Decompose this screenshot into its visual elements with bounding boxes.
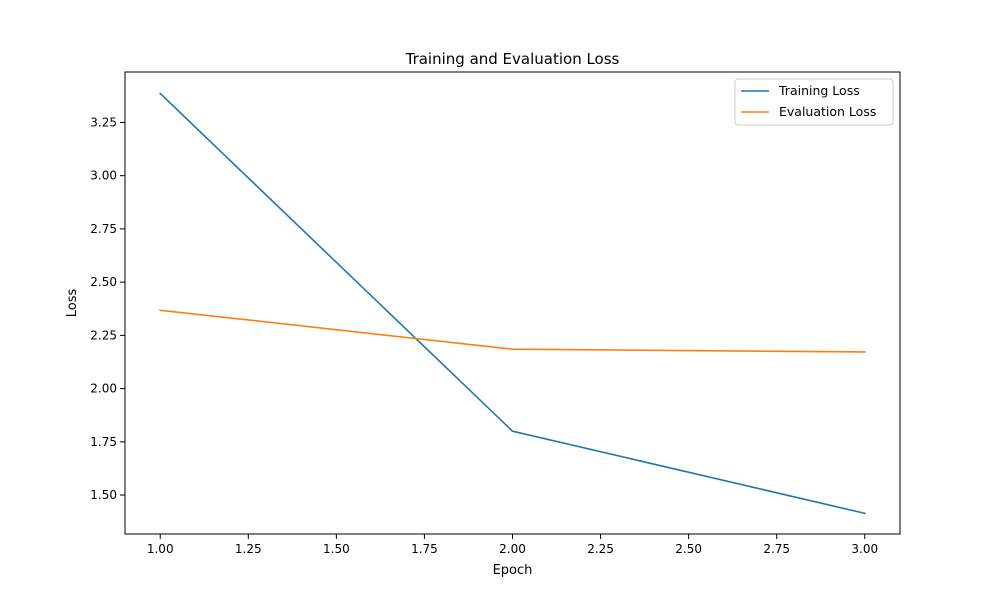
y-tick-label: 2.25 [90, 328, 117, 342]
x-tick-label: 2.00 [499, 542, 526, 556]
y-axis-label: Loss [65, 289, 80, 318]
y-tick-label: 1.75 [90, 435, 117, 449]
x-tick-label: 1.75 [411, 542, 438, 556]
y-axis-ticks: 1.50 1.75 2.00 2.25 2.50 2.75 3.00 3.25 [90, 115, 125, 502]
x-tick-label: 2.25 [587, 542, 614, 556]
data-point-evaluation-loss [159, 309, 162, 312]
data-point-training-loss [863, 512, 866, 515]
y-tick-label: 3.25 [90, 115, 117, 129]
x-tick-label: 3.00 [851, 542, 878, 556]
data-point-evaluation-loss [863, 351, 866, 353]
y-tick-label: 2.50 [90, 275, 117, 289]
x-axis-label: Epoch [493, 563, 533, 578]
y-tick-label: 2.75 [90, 222, 117, 236]
x-tick-label: 1.50 [323, 542, 350, 556]
data-point-evaluation-loss [511, 348, 514, 351]
legend-box [734, 78, 894, 126]
x-tick-label: 1.00 [147, 542, 174, 556]
chart-title: Training and Evaluation Loss [405, 50, 620, 68]
x-axis-ticks: 1.00 1.25 1.50 1.75 2.00 2.25 2.50 2.75 3.00 [147, 534, 878, 556]
legend: Training Loss Evaluation Loss [734, 78, 894, 126]
series-layer [159, 92, 866, 515]
legend-label-training-loss: Training Loss [778, 83, 860, 98]
x-tick-label: 2.75 [763, 542, 790, 556]
y-tick-label: 3.00 [90, 169, 117, 183]
data-point-training-loss [511, 430, 514, 432]
y-tick-label: 2.00 [90, 382, 117, 396]
x-tick-label: 2.50 [675, 542, 702, 556]
data-point-training-loss [159, 92, 162, 95]
x-tick-label: 1.25 [235, 542, 262, 556]
legend-label-evaluation-loss: Evaluation Loss [779, 104, 876, 119]
y-tick-label: 1.50 [90, 488, 117, 502]
